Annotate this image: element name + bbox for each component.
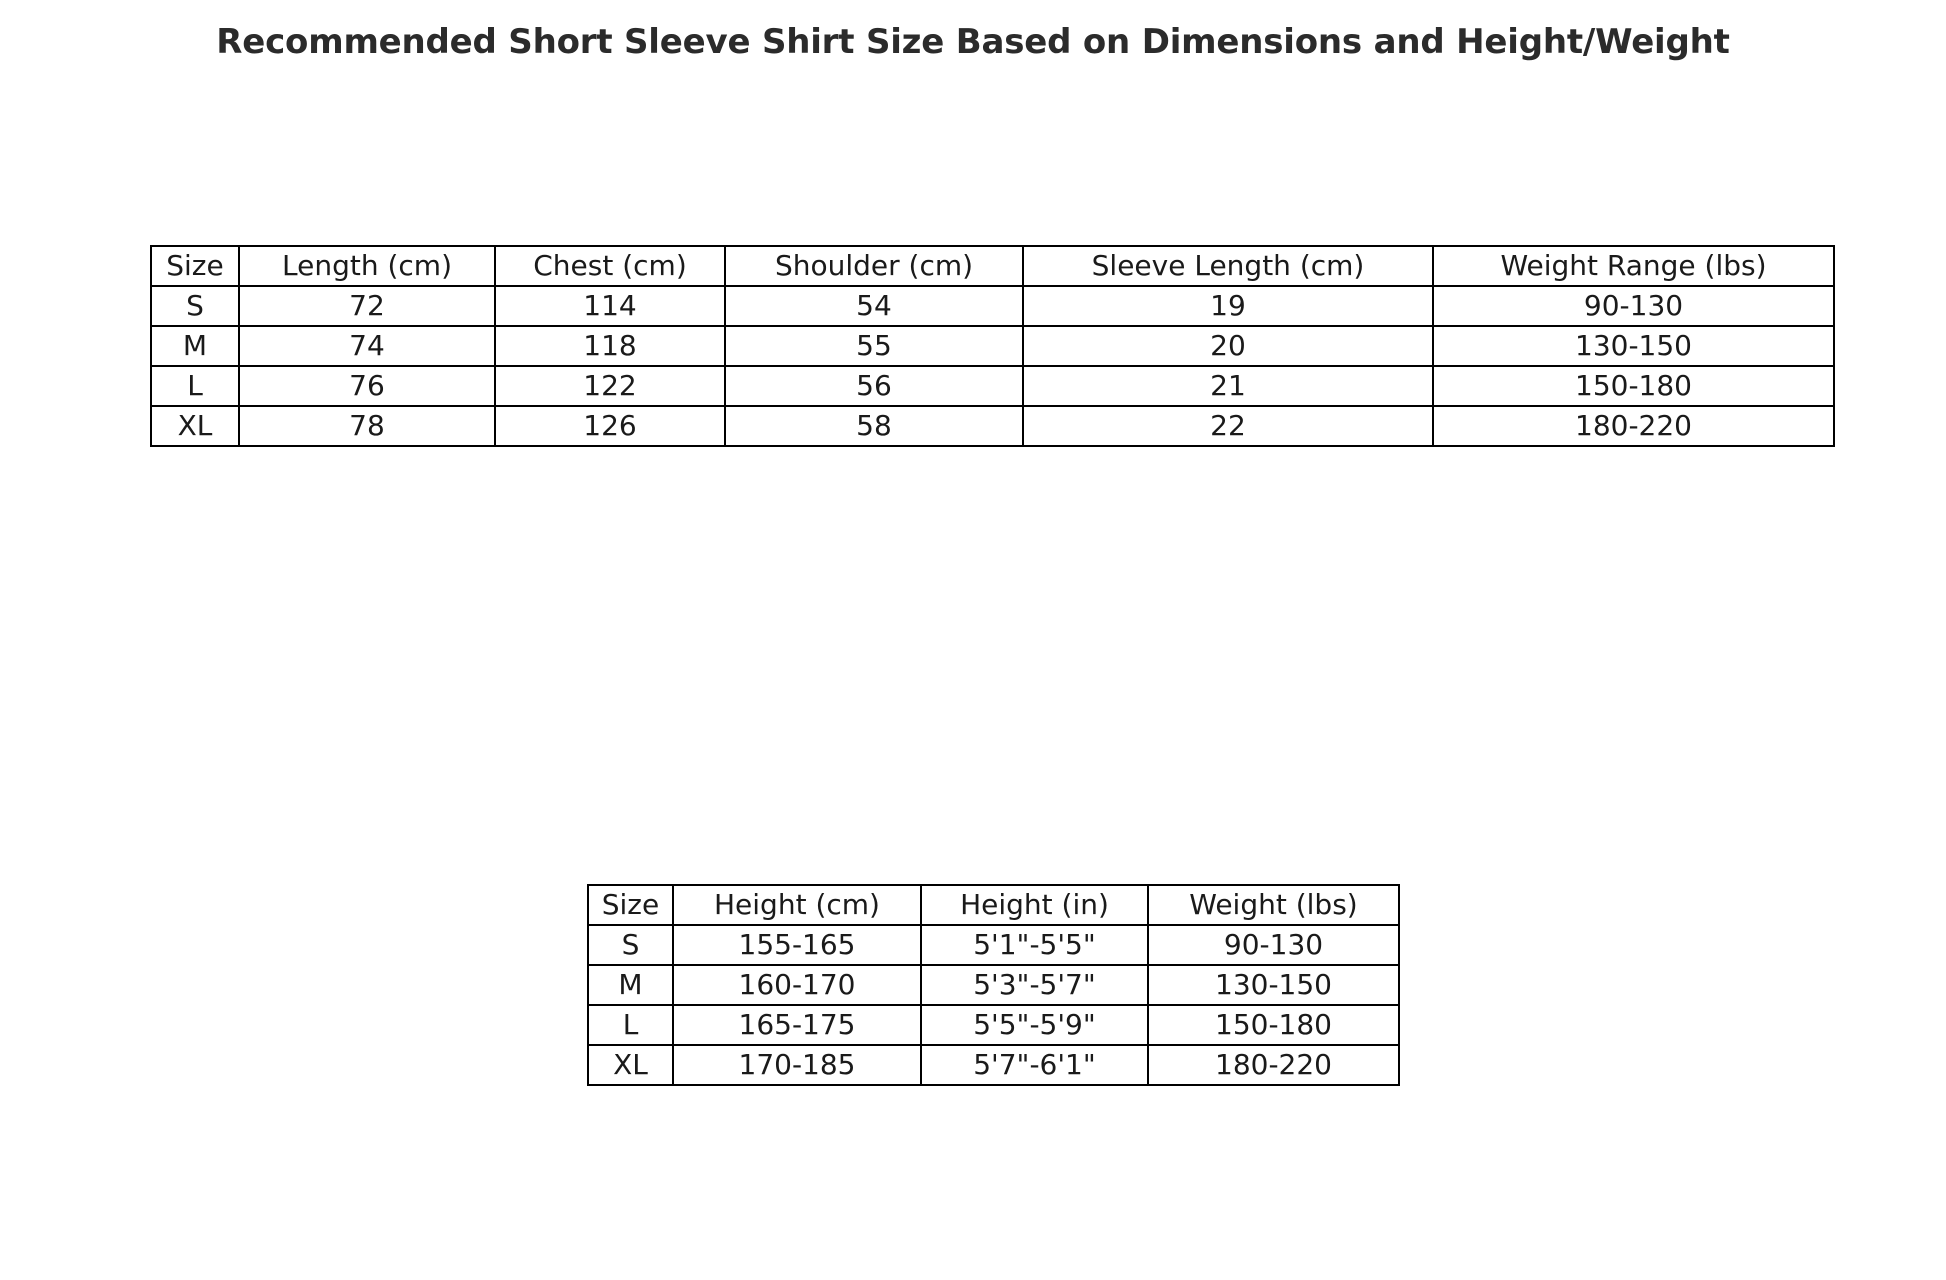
- column-header-shoulder: Shoulder (cm): [724, 245, 1024, 287]
- shirt-dimensions-table: Size Length (cm) Chest (cm) Shoulder (cm…: [150, 245, 1835, 447]
- cell-height-cm: 160-170: [672, 964, 922, 1006]
- column-header-size: Size: [587, 884, 674, 926]
- height-weight-table: Size Height (cm) Height (in) Weight (lbs…: [587, 884, 1400, 1086]
- cell-shoulder: 55: [724, 325, 1024, 367]
- cell-weight-lbs: 90-130: [1147, 924, 1400, 966]
- cell-chest: 114: [494, 285, 726, 327]
- cell-weight: 150-180: [1432, 365, 1835, 407]
- table-header-row: Size Height (cm) Height (in) Weight (lbs…: [587, 884, 1400, 926]
- cell-size: M: [587, 964, 674, 1006]
- cell-size: L: [587, 1004, 674, 1046]
- cell-chest: 126: [494, 405, 726, 447]
- cell-length: 72: [238, 285, 496, 327]
- cell-height-cm: 165-175: [672, 1004, 922, 1046]
- cell-sleeve: 19: [1022, 285, 1434, 327]
- column-header-length: Length (cm): [238, 245, 496, 287]
- cell-sleeve: 20: [1022, 325, 1434, 367]
- cell-length: 78: [238, 405, 496, 447]
- cell-weight-lbs: 180-220: [1147, 1044, 1400, 1086]
- cell-sleeve: 22: [1022, 405, 1434, 447]
- cell-weight-lbs: 130-150: [1147, 964, 1400, 1006]
- table-row: M 160-170 5'3"-5'7" 130-150: [587, 964, 1400, 1006]
- column-header-sleeve: Sleeve Length (cm): [1022, 245, 1434, 287]
- table-row: XL 170-185 5'7"-6'1" 180-220: [587, 1044, 1400, 1086]
- cell-size: M: [150, 325, 240, 367]
- column-header-height-cm: Height (cm): [672, 884, 922, 926]
- cell-weight: 180-220: [1432, 405, 1835, 447]
- column-header-weight: Weight Range (lbs): [1432, 245, 1835, 287]
- column-header-height-in: Height (in): [920, 884, 1149, 926]
- cell-weight: 130-150: [1432, 325, 1835, 367]
- table-row: L 76 122 56 21 150-180: [150, 365, 1835, 407]
- column-header-chest: Chest (cm): [494, 245, 726, 287]
- cell-shoulder: 58: [724, 405, 1024, 447]
- cell-size: XL: [587, 1044, 674, 1086]
- table-row: S 155-165 5'1"-5'5" 90-130: [587, 924, 1400, 966]
- cell-size: L: [150, 365, 240, 407]
- cell-weight: 90-130: [1432, 285, 1835, 327]
- cell-length: 76: [238, 365, 496, 407]
- cell-weight-lbs: 150-180: [1147, 1004, 1400, 1046]
- table-row: M 74 118 55 20 130-150: [150, 325, 1835, 367]
- column-header-weight-lbs: Weight (lbs): [1147, 884, 1400, 926]
- table-row: XL 78 126 58 22 180-220: [150, 405, 1835, 447]
- cell-height-in: 5'3"-5'7": [920, 964, 1149, 1006]
- cell-length: 74: [238, 325, 496, 367]
- page-title: Recommended Short Sleeve Shirt Size Base…: [216, 22, 1730, 62]
- cell-height-in: 5'7"-6'1": [920, 1044, 1149, 1086]
- cell-height-in: 5'1"-5'5": [920, 924, 1149, 966]
- cell-shoulder: 56: [724, 365, 1024, 407]
- cell-height-cm: 155-165: [672, 924, 922, 966]
- cell-shoulder: 54: [724, 285, 1024, 327]
- column-header-size: Size: [150, 245, 240, 287]
- cell-height-in: 5'5"-5'9": [920, 1004, 1149, 1046]
- cell-size: XL: [150, 405, 240, 447]
- table-row: S 72 114 54 19 90-130: [150, 285, 1835, 327]
- cell-chest: 122: [494, 365, 726, 407]
- table-header-row: Size Length (cm) Chest (cm) Shoulder (cm…: [150, 245, 1835, 287]
- cell-height-cm: 170-185: [672, 1044, 922, 1086]
- cell-size: S: [587, 924, 674, 966]
- cell-sleeve: 21: [1022, 365, 1434, 407]
- cell-chest: 118: [494, 325, 726, 367]
- table-row: L 165-175 5'5"-5'9" 150-180: [587, 1004, 1400, 1046]
- cell-size: S: [150, 285, 240, 327]
